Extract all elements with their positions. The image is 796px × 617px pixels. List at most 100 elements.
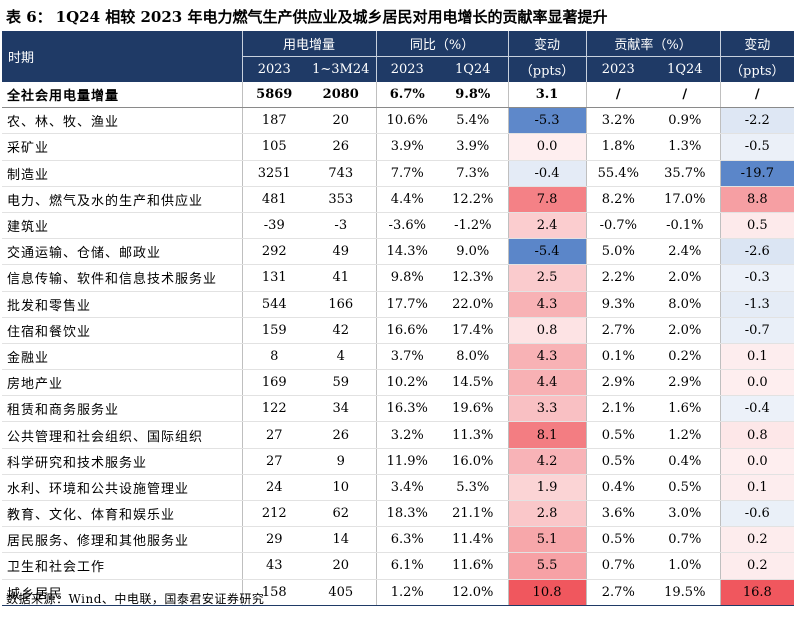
table-title-text: 1Q24 相较 2023 年电力燃气生产供应业及城乡居民对用电增长的贡献率显著提… <box>55 8 608 26</box>
cell-contribution-change: -1.3 <box>719 291 795 318</box>
cell-contribution-change: -0.6 <box>719 500 795 528</box>
cell-contribution-change: -0.5 <box>719 133 795 161</box>
table-row: 制造业 3251 743 7.7% 7.3% -0.4 55.4% 35.7% -19.7 <box>2 160 795 187</box>
cell-contribution-1q24: 2.4% <box>650 238 721 266</box>
cell-contribution-2023: 2.9% <box>585 369 651 397</box>
cell-contribution-1q24: 1.0% <box>650 552 721 580</box>
cell-increase-1q24: 20 <box>306 107 377 135</box>
table-row: 交通运输、仓储、邮政业 292 49 14.3% 9.0% -5.4 5.0% 2.4% -2.… <box>2 238 795 266</box>
cell-increase-1q24: 743 <box>306 160 377 187</box>
table-row: 采矿业 105 26 3.9% 3.9% 0.0 1.8% 1.3% -0.5 <box>2 133 795 161</box>
cell-contribution-2023: 3.6% <box>585 500 651 528</box>
cell-industry-name: 交通运输、仓储、邮政业 <box>2 238 242 266</box>
header-sub-2023-increase: 2023 <box>241 56 306 82</box>
cell-yoy-change: 8.1 <box>507 421 587 449</box>
cell-contribution-1q24: 0.9% <box>650 107 721 135</box>
cell-increase-1q24: 41 <box>306 264 377 292</box>
header-change-1: 变动 <box>507 31 587 57</box>
cell-contribution-2023: 2.7% <box>585 579 651 606</box>
cell-increase-1q24: 4 <box>306 343 377 371</box>
cell-yoy-2023: 17.7% <box>375 291 439 318</box>
cell-yoy-2023: 16.6% <box>375 317 439 344</box>
cell-increase-2023: 27 <box>241 421 306 449</box>
table-row: 建筑业 -39 -3 -3.6% -1.2% 2.4 -0.7% -0.1% 0.5 <box>2 212 795 240</box>
cell-contribution-2023: -0.7% <box>585 212 651 240</box>
cell-industry-name: 批发和零售业 <box>2 291 242 318</box>
cell-contribution-2023: 5.0% <box>585 238 651 266</box>
cell-yoy-1q24: 17.4% <box>438 317 509 344</box>
table-row: 信息传输、软件和信息技术服务业 131 41 9.8% 12.3% 2.5 2.2% 2.0%… <box>2 264 795 292</box>
cell-increase-1q24: 26 <box>306 133 377 161</box>
cell-industry-name: 电力、燃气及水的生产和供应业 <box>2 186 242 213</box>
cell-industry-name: 住宿和餐饮业 <box>2 317 242 344</box>
cell-industry-name: 城乡居民 <box>2 579 242 606</box>
cell-industry-name: 制造业 <box>2 160 242 187</box>
cell-contribution-change: / <box>719 82 795 109</box>
cell-contribution-1q24: 0.5% <box>650 474 721 502</box>
cell-contribution-2023: 8.2% <box>585 186 651 213</box>
cell-yoy-2023: 16.3% <box>375 395 439 423</box>
cell-contribution-2023: 3.2% <box>585 107 651 135</box>
cell-increase-2023: 24 <box>241 474 306 502</box>
cell-yoy-change: 3.3 <box>507 395 587 423</box>
table-row: 住宿和餐饮业 159 42 16.6% 17.4% 0.8 2.7% 2.0% -0.7 <box>2 317 795 344</box>
cell-increase-2023: -39 <box>241 212 306 240</box>
cell-yoy-2023: 7.7% <box>375 160 439 187</box>
cell-yoy-1q24: 5.3% <box>438 474 509 502</box>
cell-yoy-2023: 3.9% <box>375 133 439 161</box>
cell-yoy-change: 0.8 <box>507 317 587 344</box>
cell-increase-2023: 105 <box>241 133 306 161</box>
cell-contribution-1q24: 2.0% <box>650 317 721 344</box>
cell-increase-1q24: 14 <box>306 526 377 554</box>
table-row: 教育、文化、体育和娱乐业 212 62 18.3% 21.1% 2.8 3.6% 3.0% -0… <box>2 500 795 528</box>
cell-contribution-2023: 55.4% <box>585 160 651 187</box>
cell-increase-2023: 158 <box>241 579 306 606</box>
cell-yoy-2023: 14.3% <box>375 238 439 266</box>
cell-contribution-change: 0.2 <box>719 552 795 580</box>
cell-increase-1q24: -3 <box>306 212 377 240</box>
cell-contribution-1q24: 1.3% <box>650 133 721 161</box>
cell-industry-name: 卫生和社会工作 <box>2 552 242 580</box>
cell-contribution-change: 0.8 <box>719 421 795 449</box>
header-row-2: 2023 1~3M24 2023 1Q24 （ppts） 2023 1Q24 （… <box>2 56 795 82</box>
cell-industry-name: 公共管理和社会组织、国际组织 <box>2 421 242 449</box>
cell-industry-name: 租赁和商务服务业 <box>2 395 242 423</box>
cell-contribution-1q24: 2.9% <box>650 369 721 397</box>
cell-increase-2023: 27 <box>241 448 306 475</box>
cell-contribution-1q24: 35.7% <box>650 160 721 187</box>
cell-contribution-change: 0.0 <box>719 448 795 475</box>
table-row: 卫生和社会工作 43 20 6.1% 11.6% 5.5 0.7% 1.0% 0.2 <box>2 552 795 580</box>
cell-increase-2023: 122 <box>241 395 306 423</box>
cell-contribution-1q24: 1.6% <box>650 395 721 423</box>
cell-yoy-1q24: 3.9% <box>438 133 509 161</box>
cell-contribution-1q24: 8.0% <box>650 291 721 318</box>
cell-yoy-2023: 3.2% <box>375 421 439 449</box>
cell-increase-2023: 5869 <box>241 82 306 109</box>
cell-increase-1q24: 353 <box>306 186 377 213</box>
table-row: 农、林、牧、渔业 187 20 10.6% 5.4% -5.3 3.2% 0.9% -2.2 <box>2 107 795 135</box>
table-row: 金融业 8 4 3.7% 8.0% 4.3 0.1% 0.2% 0.1 <box>2 343 795 371</box>
cell-increase-1q24: 166 <box>306 291 377 318</box>
cell-yoy-1q24: 11.6% <box>438 552 509 580</box>
cell-yoy-2023: 11.9% <box>375 448 439 475</box>
cell-industry-name: 金融业 <box>2 343 242 371</box>
cell-yoy-change: 2.8 <box>507 500 587 528</box>
cell-contribution-1q24: 3.0% <box>650 500 721 528</box>
cell-increase-2023: 131 <box>241 264 306 292</box>
table-row: 电力、燃气及水的生产和供应业 481 353 4.4% 12.2% 7.8 8.2% 17.0… <box>2 186 795 213</box>
cell-increase-2023: 292 <box>241 238 306 266</box>
cell-increase-2023: 187 <box>241 107 306 135</box>
cell-contribution-2023: 0.5% <box>585 421 651 449</box>
cell-contribution-1q24: 17.0% <box>650 186 721 213</box>
cell-industry-name: 居民服务、修理和其他服务业 <box>2 526 242 554</box>
cell-yoy-2023: 3.4% <box>375 474 439 502</box>
cell-yoy-2023: 6.1% <box>375 552 439 580</box>
table-row: 批发和零售业 544 166 17.7% 22.0% 4.3 9.3% 8.0% -1.3 <box>2 291 795 318</box>
cell-yoy-change: -5.3 <box>507 107 587 135</box>
cell-yoy-2023: 1.2% <box>375 579 439 606</box>
cell-increase-2023: 212 <box>241 500 306 528</box>
header-sub-2023-contribution: 2023 <box>585 56 651 82</box>
cell-contribution-2023: 0.5% <box>585 448 651 475</box>
cell-yoy-2023: -3.6% <box>375 212 439 240</box>
cell-increase-1q24: 59 <box>306 369 377 397</box>
